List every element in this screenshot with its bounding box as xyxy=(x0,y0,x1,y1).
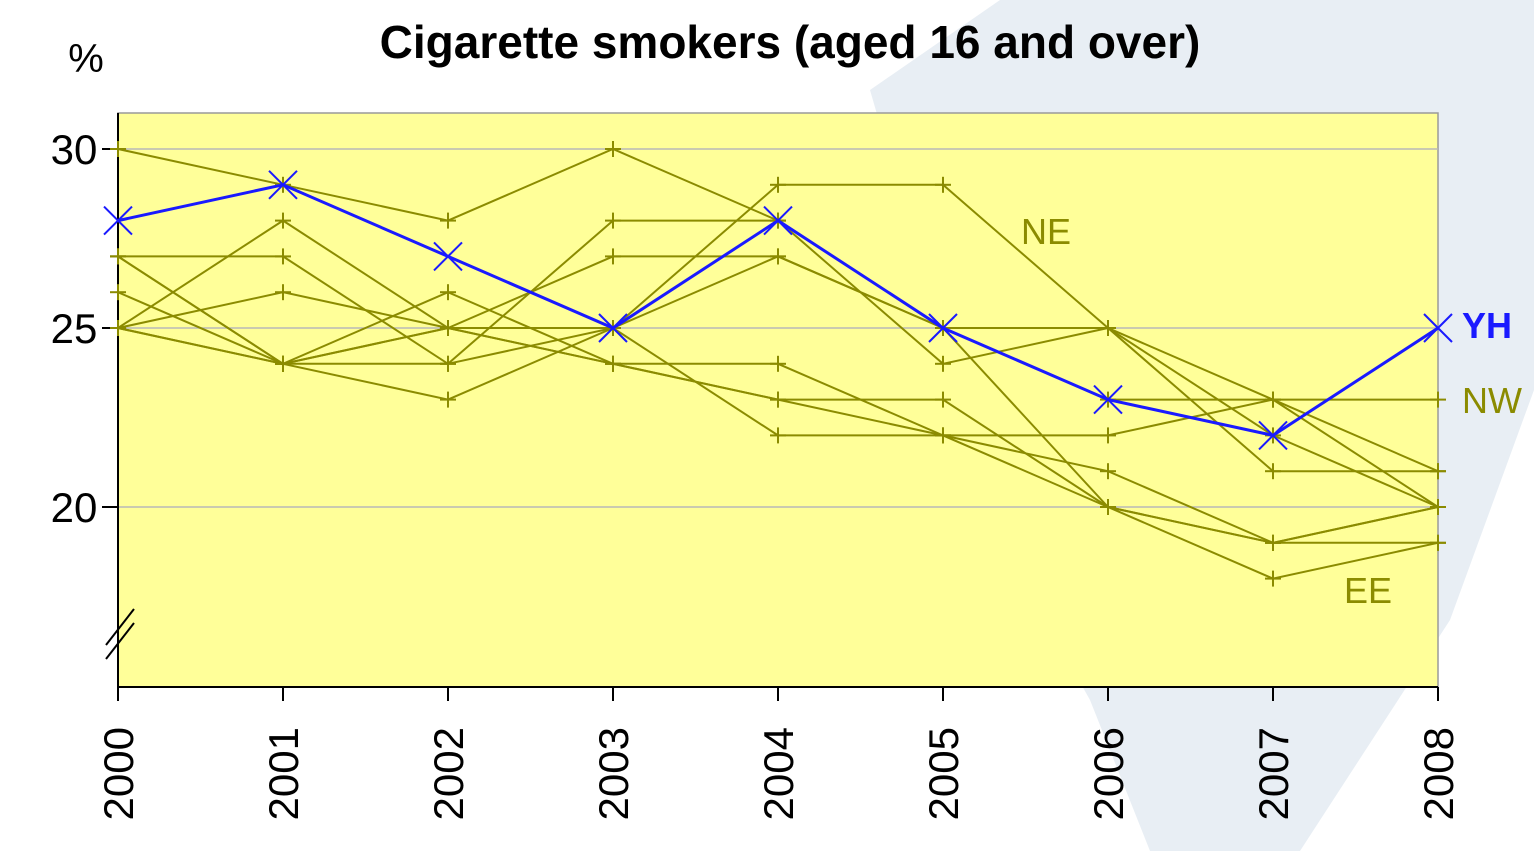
y-tick-label: 30 xyxy=(51,126,98,173)
data-point-yh xyxy=(268,170,298,200)
data-point xyxy=(275,212,291,229)
x-tick-label: 2007 xyxy=(1250,727,1297,820)
data-point xyxy=(1265,570,1281,587)
y-axis-unit-label: % xyxy=(68,37,104,81)
data-point xyxy=(770,176,786,193)
data-point-yh xyxy=(103,205,133,236)
data-point xyxy=(605,212,621,229)
data-point xyxy=(275,248,291,265)
y-ticks: 30 25 20 xyxy=(51,126,118,531)
x-tick-label: 2005 xyxy=(920,727,967,820)
data-point xyxy=(275,284,291,301)
x-tick-label: 2004 xyxy=(755,727,802,820)
series-lines xyxy=(110,141,1446,587)
data-point-yh xyxy=(598,313,628,343)
data-point xyxy=(1100,463,1116,480)
data-point xyxy=(605,141,621,157)
data-point xyxy=(770,427,786,444)
data-point xyxy=(1430,499,1446,515)
data-point xyxy=(275,355,291,372)
data-point xyxy=(1430,534,1446,551)
y-tick-label: 20 xyxy=(51,484,98,531)
x-tick-label: 2000 xyxy=(95,727,142,820)
series-labels: YH NE NW EE xyxy=(1021,211,1522,611)
data-point xyxy=(605,355,621,372)
data-point xyxy=(440,284,456,301)
x-tick-label: 2003 xyxy=(590,727,637,820)
data-point xyxy=(110,141,126,157)
y-axis-break-mark xyxy=(105,608,135,660)
x-tick-label: 2006 xyxy=(1085,727,1132,820)
data-point-yh xyxy=(763,205,793,236)
data-point xyxy=(1265,391,1281,408)
x-ticks: 2000 2001 2002 2003 2004 2005 2006 2007 2008 xyxy=(95,687,1462,820)
data-point-yh xyxy=(1423,313,1453,343)
data-point xyxy=(1100,427,1116,444)
series-label-yh: YH xyxy=(1462,305,1512,346)
data-point xyxy=(1100,320,1116,336)
series-label-ne: NE xyxy=(1021,211,1071,252)
series-label-ee: EE xyxy=(1344,570,1392,611)
data-point xyxy=(110,248,126,265)
data-point xyxy=(440,320,456,336)
y-tick-label: 25 xyxy=(51,305,98,352)
data-point xyxy=(935,391,951,408)
data-point xyxy=(440,355,456,372)
x-tick-label: 2008 xyxy=(1415,727,1462,820)
data-point xyxy=(440,212,456,229)
data-point xyxy=(440,391,456,408)
highlight-series xyxy=(103,170,1453,451)
x-tick-label: 2002 xyxy=(425,727,472,820)
data-point xyxy=(605,248,621,265)
data-point-yh xyxy=(928,313,958,343)
series-label-nw: NW xyxy=(1462,380,1522,421)
data-point xyxy=(935,427,951,444)
x-tick-label: 2001 xyxy=(260,727,307,820)
data-point-yh xyxy=(1258,420,1288,451)
data-point xyxy=(1430,391,1446,408)
data-point xyxy=(1430,463,1446,480)
data-point xyxy=(770,391,786,408)
gridlines xyxy=(118,148,1438,508)
data-point xyxy=(770,355,786,372)
data-point-yh xyxy=(433,241,463,272)
data-point xyxy=(935,176,951,193)
data-point xyxy=(1100,499,1116,515)
data-point xyxy=(110,320,126,336)
data-point xyxy=(1265,534,1281,551)
data-point xyxy=(935,355,951,372)
data-point xyxy=(770,248,786,265)
chart-title: Cigarette smokers (aged 16 and over) xyxy=(380,16,1201,68)
data-point xyxy=(1265,463,1281,480)
data-point-yh xyxy=(1093,384,1123,415)
data-point xyxy=(110,284,126,301)
